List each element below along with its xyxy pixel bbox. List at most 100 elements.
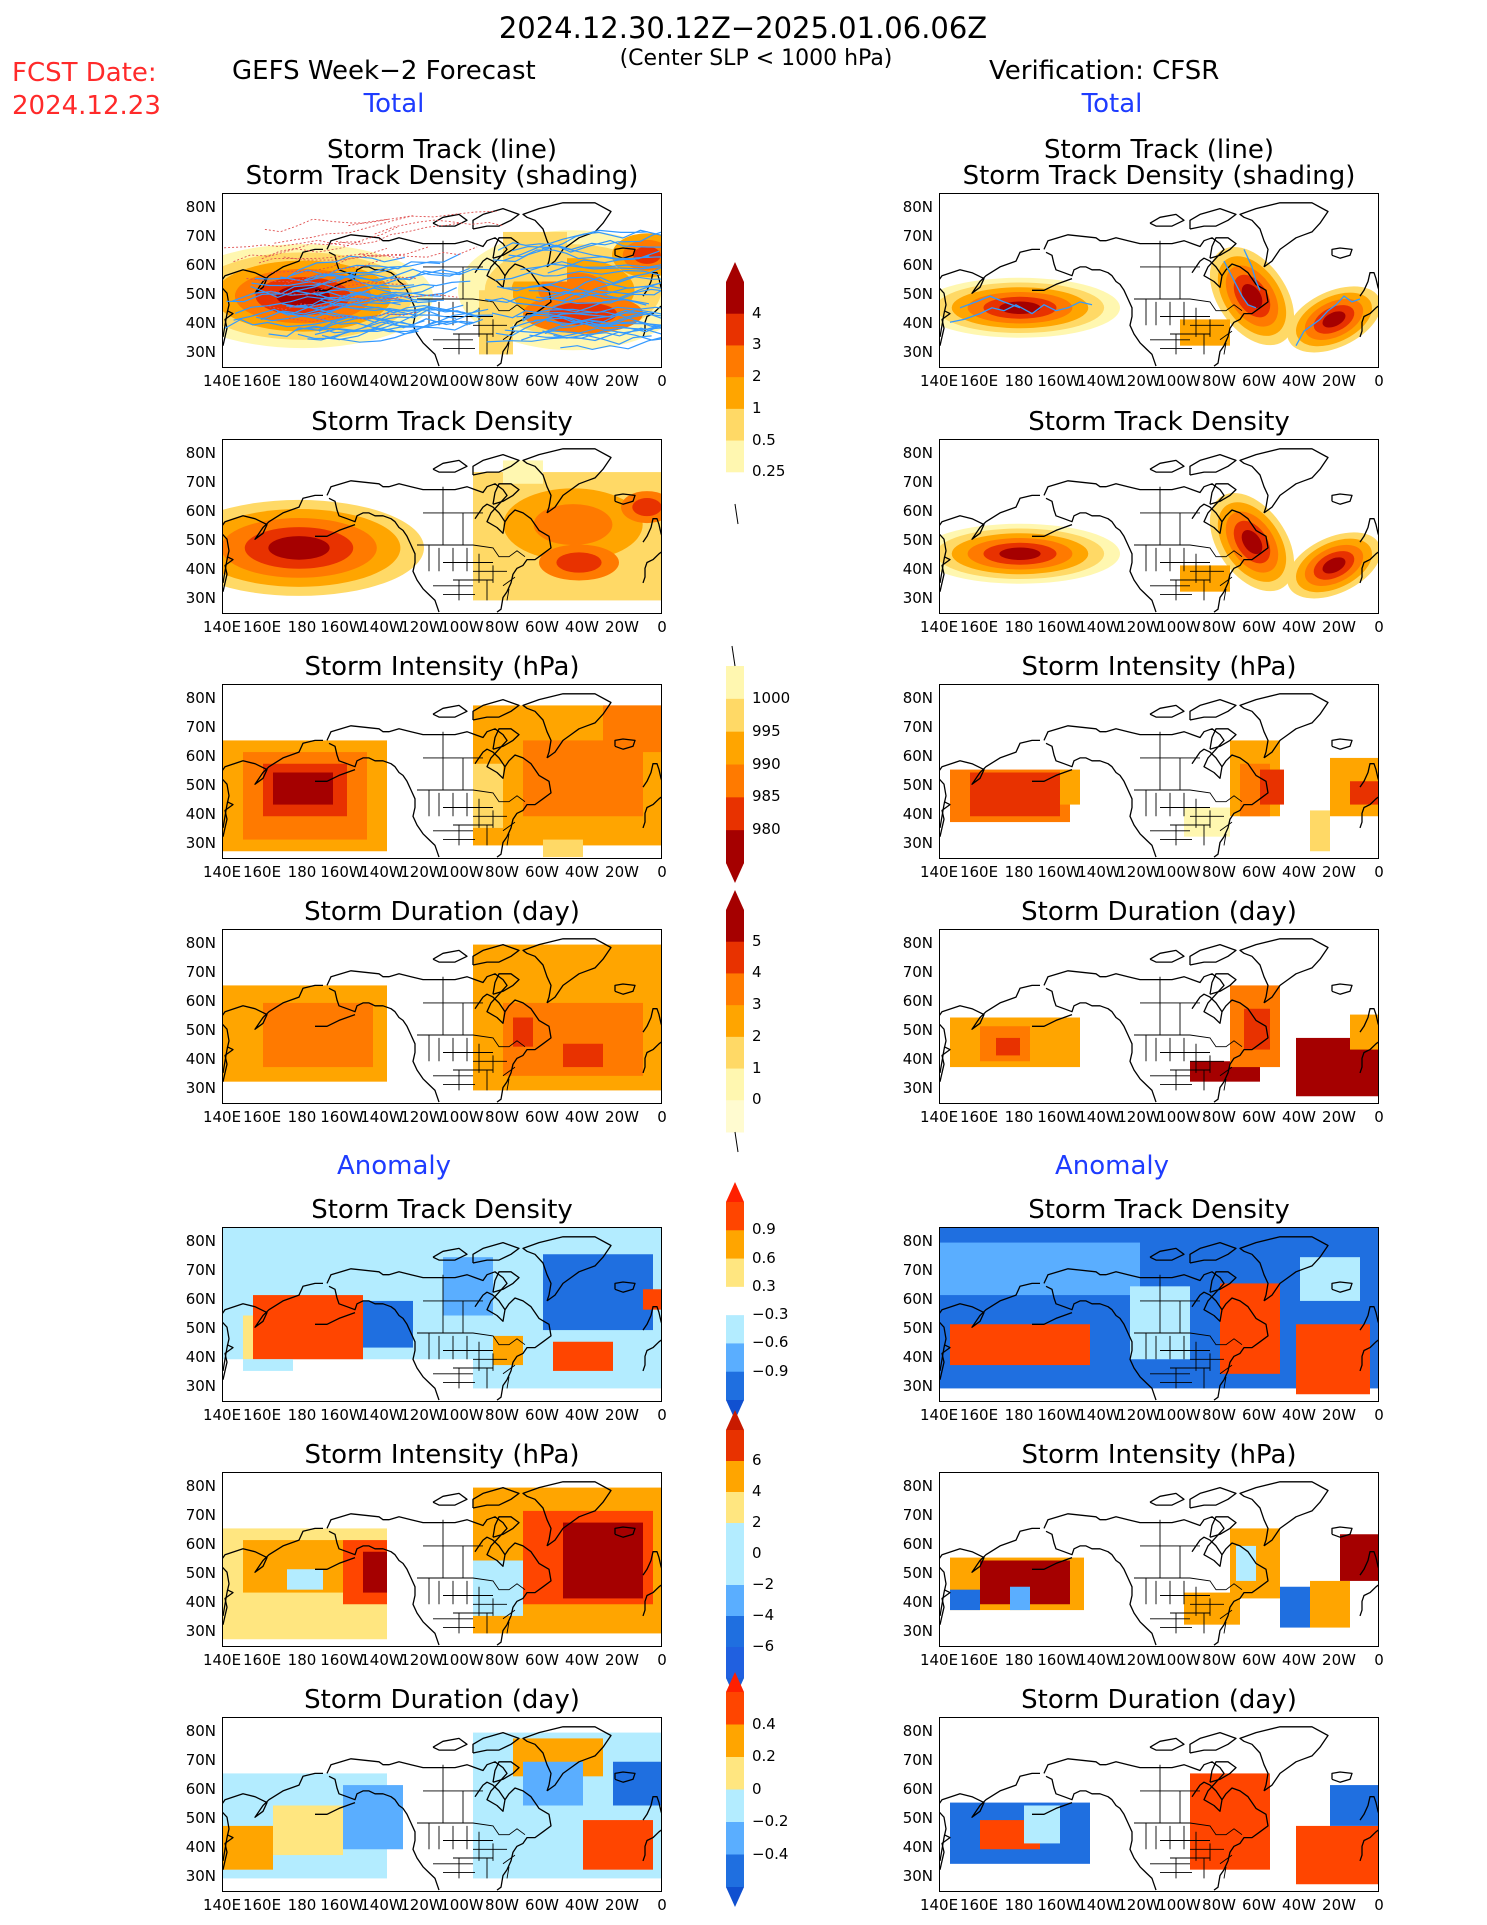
intensity-anomaly-colorbar-label: 2 xyxy=(752,1513,762,1531)
duration-colorbar-label: 1 xyxy=(752,1058,762,1077)
lon-tick-label: 20W xyxy=(1322,372,1356,390)
lon-tick-label: 180 xyxy=(287,1108,317,1126)
lon-tick-label: 180 xyxy=(287,1406,317,1424)
lon-tick-label: 180 xyxy=(1004,1406,1034,1424)
lon-tick-label: 100W xyxy=(440,618,484,636)
density-colorbar-label: 2 xyxy=(752,367,762,386)
verification-track-field xyxy=(940,202,1378,367)
lon-tick-label: 160W xyxy=(1037,618,1081,636)
lon-tick-label: 160E xyxy=(959,1406,999,1424)
lon-tick-label: 120W xyxy=(1117,863,1161,881)
lon-tick-label: 120W xyxy=(1117,372,1161,390)
lat-tick-label: 70N xyxy=(902,962,933,981)
verification-density-anomaly-field xyxy=(940,1228,1378,1401)
lon-tick-label: 140E xyxy=(202,618,242,636)
intensity-colorbar-label: 985 xyxy=(752,787,781,806)
lon-tick-label: 0 xyxy=(1374,863,1384,881)
forecast-intensity-map xyxy=(222,684,662,859)
lat-tick-label: 70N xyxy=(185,1750,216,1769)
density-anomaly-colorbar-label: −0.3 xyxy=(752,1305,789,1324)
lat-tick-label: 50N xyxy=(185,1809,216,1828)
lat-tick-label: 70N xyxy=(902,1260,933,1279)
forecast-intensity-title: Storm Intensity (hPa) xyxy=(304,652,580,682)
lon-tick-label: 40W xyxy=(1282,1108,1316,1126)
verification-density-anomaly-map xyxy=(939,1227,1379,1402)
forecast-density-map xyxy=(222,439,662,614)
lon-tick-label: 20W xyxy=(1322,863,1356,881)
verification-intensity-anomaly-map xyxy=(939,1472,1379,1647)
lon-tick-label: 160W xyxy=(320,1651,364,1669)
forecast-density-title: Storm Track Density xyxy=(311,407,573,437)
lon-tick-label: 180 xyxy=(287,1896,317,1914)
verification-duration-title: Storm Duration (day) xyxy=(1021,897,1297,927)
lon-tick-label: 20W xyxy=(605,1896,639,1914)
verification-intensity-field xyxy=(940,693,1378,858)
lat-tick-label: 30N xyxy=(902,1079,933,1098)
right-total-label: Total xyxy=(1081,89,1143,119)
lon-tick-label: 140E xyxy=(919,1406,959,1424)
lon-tick-label: 0 xyxy=(1374,618,1384,636)
lon-tick-label: 140W xyxy=(360,1108,404,1126)
lat-tick-label: 50N xyxy=(902,285,933,304)
lat-tick-label: 80N xyxy=(902,1231,933,1250)
lon-tick-label: 60W xyxy=(525,618,559,636)
lon-tick-label: 40W xyxy=(565,863,599,881)
intensity-anomaly-colorbar-label: −6 xyxy=(752,1637,775,1655)
duration-anomaly-colorbar-label: 0 xyxy=(752,1779,762,1798)
lat-tick-label: 60N xyxy=(902,501,933,520)
lon-tick-label: 140E xyxy=(202,1651,242,1669)
lat-tick-label: 60N xyxy=(902,1779,933,1798)
verification-intensity-anomaly-title: Storm Intensity (hPa) xyxy=(1021,1440,1297,1470)
lat-tick-label: 80N xyxy=(902,443,933,462)
left-total-label: Total xyxy=(363,89,425,119)
lon-tick-label: 120W xyxy=(1117,1406,1161,1424)
lat-tick-label: 50N xyxy=(902,1809,933,1828)
lon-tick-label: 160W xyxy=(320,1108,364,1126)
lat-tick-label: 60N xyxy=(902,1289,933,1308)
density-anomaly-colorbar-label: 0.3 xyxy=(752,1276,776,1295)
duration-colorbar-label: 2 xyxy=(752,1026,762,1045)
forecast-duration-field xyxy=(223,938,661,1103)
lon-tick-label: 0 xyxy=(657,1896,667,1914)
verification-duration-anomaly-title: Storm Duration (day) xyxy=(1021,1685,1297,1715)
lat-tick-label: 60N xyxy=(185,991,216,1010)
lon-tick-label: 140W xyxy=(360,372,404,390)
lon-tick-label: 100W xyxy=(1157,1896,1201,1914)
verification-density-field xyxy=(940,448,1378,613)
forecast-intensity-anomaly-title: Storm Intensity (hPa) xyxy=(304,1440,580,1470)
lat-tick-label: 30N xyxy=(902,343,933,362)
lon-tick-label: 160W xyxy=(1037,1651,1081,1669)
lon-tick-label: 180 xyxy=(1004,618,1034,636)
lon-tick-label: 140W xyxy=(360,1406,404,1424)
lon-tick-label: 120W xyxy=(400,863,444,881)
verification-duration-anomaly-field xyxy=(940,1726,1378,1891)
forecast-density-anomaly-title: Storm Track Density xyxy=(311,1195,573,1225)
duration-anomaly-colorbar-label: −0.4 xyxy=(752,1844,789,1863)
lon-tick-label: 160E xyxy=(959,618,999,636)
lat-tick-label: 60N xyxy=(185,1289,216,1308)
lon-tick-label: 60W xyxy=(1242,372,1276,390)
lat-tick-label: 30N xyxy=(185,1079,216,1098)
intensity-anomaly-colorbar xyxy=(726,1410,744,1698)
lon-tick-label: 140E xyxy=(202,372,242,390)
lat-tick-label: 80N xyxy=(902,933,933,952)
lon-tick-label: 60W xyxy=(1242,1406,1276,1424)
lat-tick-label: 80N xyxy=(185,1231,216,1250)
forecast-intensity-anomaly-field xyxy=(223,1481,661,1646)
lon-tick-label: 100W xyxy=(440,1896,484,1914)
lon-tick-label: 20W xyxy=(1322,1651,1356,1669)
density-colorbar-label: 3 xyxy=(752,335,762,354)
lat-tick-label: 70N xyxy=(902,717,933,736)
lat-tick-label: 30N xyxy=(902,1622,933,1641)
lat-tick-label: 60N xyxy=(185,1779,216,1798)
lon-tick-label: 120W xyxy=(400,618,444,636)
lon-tick-label: 180 xyxy=(287,372,317,390)
lon-tick-label: 140E xyxy=(919,1651,959,1669)
lon-tick-label: 80W xyxy=(1202,618,1236,636)
lon-tick-label: 140E xyxy=(202,863,242,881)
lon-tick-label: 140W xyxy=(1077,1108,1121,1126)
verification-track-map xyxy=(939,193,1379,368)
duration-colorbar-label: 4 xyxy=(752,963,762,982)
verification-duration-map xyxy=(939,929,1379,1104)
lat-tick-label: 70N xyxy=(185,962,216,981)
